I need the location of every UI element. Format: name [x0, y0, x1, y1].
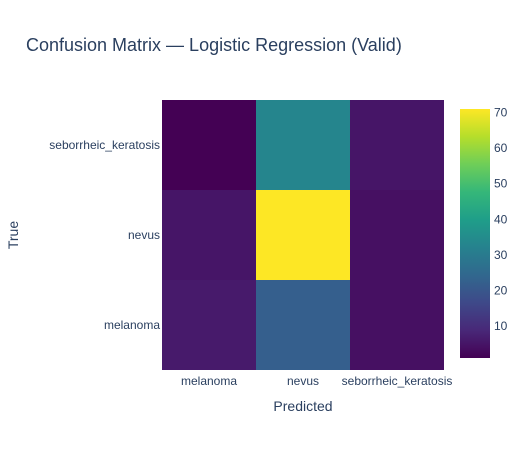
chart-title: Confusion Matrix — Logistic Regression (…: [26, 35, 402, 55]
y-tick-label: nevus: [128, 228, 160, 242]
colorbar-tick-label: 50: [494, 177, 508, 191]
y-axis-title: True: [5, 221, 21, 249]
colorbar-tick-label: 40: [494, 212, 508, 226]
x-tick-label: melanoma: [181, 374, 237, 388]
heatmap-cells: [162, 100, 444, 370]
heatmap-cell: [162, 100, 256, 190]
heatmap-cell: [256, 100, 350, 190]
colorbar-tick-label: 30: [494, 248, 508, 262]
x-axis-title: Predicted: [273, 398, 332, 414]
colorbar-tick-label: 60: [494, 141, 508, 155]
colorbar-tick-labels: 10 20 30 40 50 60 70: [494, 106, 508, 333]
colorbar-tick-label: 10: [494, 319, 508, 333]
heatmap-cell: [256, 190, 350, 280]
heatmap-cell: [350, 190, 444, 280]
colorbar-tick-label: 20: [494, 283, 508, 297]
x-tick-label: nevus: [287, 374, 319, 388]
colorbar: [460, 109, 490, 358]
x-tick-label: seborrheic_keratosis: [342, 374, 453, 388]
heatmap-cell: [350, 100, 444, 190]
y-tick-label: melanoma: [104, 318, 160, 332]
y-tick-labels: melanoma nevus seborrheic_keratosis: [49, 138, 160, 332]
x-tick-labels: melanoma nevus seborrheic_keratosis: [181, 374, 452, 388]
heatmap-cell: [162, 280, 256, 370]
colorbar-tick-label: 70: [494, 106, 508, 120]
heatmap-cell: [162, 190, 256, 280]
heatmap-cell: [350, 280, 444, 370]
y-tick-label: seborrheic_keratosis: [49, 138, 160, 152]
heatmap-cell: [256, 280, 350, 370]
